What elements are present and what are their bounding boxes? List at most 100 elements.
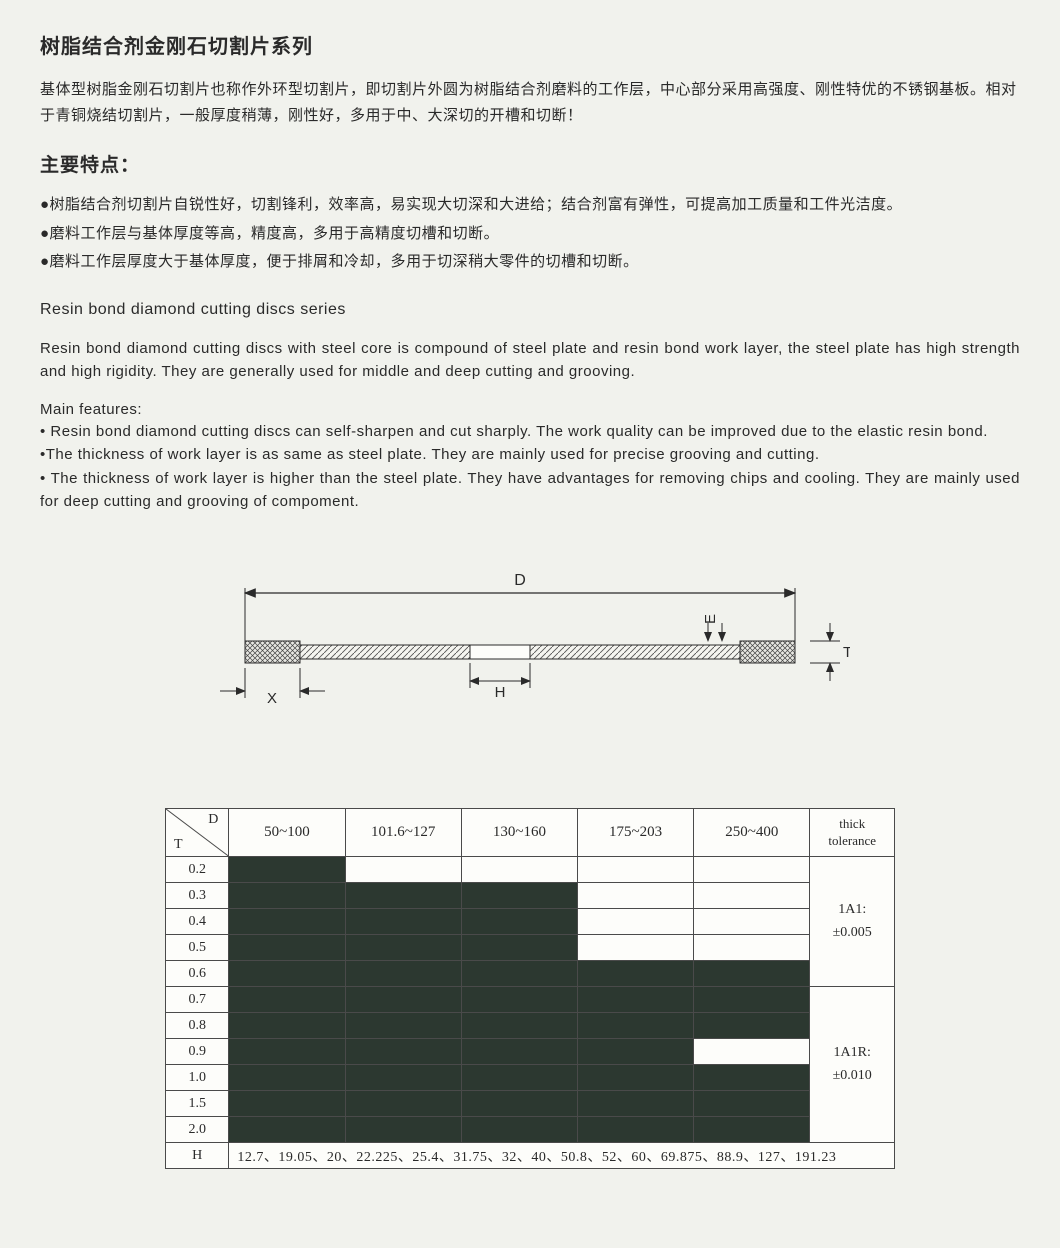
diagram-label-e: E [702, 614, 719, 624]
cell-filled [345, 987, 461, 1013]
t-value-10: 2.0 [166, 1117, 229, 1143]
h-label-cell: H [166, 1143, 229, 1169]
cell-filled [345, 961, 461, 987]
table-row: 0.9 [166, 1039, 895, 1065]
cell-filled [694, 1013, 810, 1039]
table-row: 0.2 1A1:±0.005 [166, 857, 895, 883]
feature-cn-2: ●磨料工作层与基体厚度等高，精度高，多用于高精度切槽和切断。 [40, 220, 1020, 249]
cell-filled [578, 1091, 694, 1117]
t-value-8: 1.0 [166, 1065, 229, 1091]
cell-filled [229, 1039, 345, 1065]
table-row: 0.3 [166, 883, 895, 909]
features-en: • Resin bond diamond cutting discs can s… [40, 420, 1020, 513]
cell-empty [578, 909, 694, 935]
cell-filled [694, 961, 810, 987]
cell-filled [229, 1065, 345, 1091]
t-value-0: 0.2 [166, 857, 229, 883]
cell-empty [694, 909, 810, 935]
subtitle-en: Main features: [40, 401, 1020, 418]
col-range-1: 101.6~127 [345, 809, 461, 857]
corner-d-label: D [208, 812, 218, 828]
table-row: 0.4 [166, 909, 895, 935]
cell-filled [694, 1117, 810, 1143]
spec-table: D T 50~100 101.6~127 130~160 175~203 250… [165, 808, 895, 1169]
cell-filled [345, 1117, 461, 1143]
cell-empty [578, 883, 694, 909]
cell-filled [461, 1117, 577, 1143]
cell-filled [694, 1091, 810, 1117]
table-header-row: D T 50~100 101.6~127 130~160 175~203 250… [166, 809, 895, 857]
diagram-label-d: D [514, 572, 526, 589]
intro-paragraph-cn: 基体型树脂金刚石切割片也称作外环型切割片，即切割片外圆为树脂结合剂磨料的工作层，… [40, 77, 1020, 128]
tolerance-cell-1a1: 1A1:±0.005 [810, 857, 895, 987]
cell-filled [229, 961, 345, 987]
cell-filled [578, 1039, 694, 1065]
features-cn: ●树脂结合剂切割片自锐性好，切割锋利，效率高，易实现大切深和大进给；结合剂富有弹… [40, 191, 1020, 277]
t-value-4: 0.6 [166, 961, 229, 987]
col-range-2: 130~160 [461, 809, 577, 857]
feature-en-2: •The thickness of work layer is as same … [40, 443, 1020, 466]
cell-filled [694, 1065, 810, 1091]
cell-filled [345, 1013, 461, 1039]
cell-filled [461, 935, 577, 961]
cell-filled [461, 1013, 577, 1039]
cell-filled [461, 909, 577, 935]
cell-filled [229, 1091, 345, 1117]
cell-filled [461, 883, 577, 909]
spec-table-container: D T 50~100 101.6~127 130~160 175~203 250… [165, 808, 895, 1169]
cell-filled [345, 883, 461, 909]
diagram-label-t: T [843, 644, 850, 661]
table-row: 1.5 [166, 1091, 895, 1117]
table-row: 2.0 [166, 1117, 895, 1143]
cell-filled [345, 1065, 461, 1091]
cell-filled [229, 935, 345, 961]
tolerance-cell-1a1r: 1A1R:±0.010 [810, 987, 895, 1143]
cell-filled [345, 1091, 461, 1117]
diagram-label-x: X [267, 690, 277, 707]
cell-filled [461, 987, 577, 1013]
cell-filled [578, 987, 694, 1013]
cell-filled [578, 961, 694, 987]
col-thick-header: thicktolerance [810, 809, 895, 857]
cell-filled [578, 1065, 694, 1091]
table-row: 0.5 [166, 935, 895, 961]
cell-filled [461, 1091, 577, 1117]
cell-empty [694, 1039, 810, 1065]
cell-filled [578, 1013, 694, 1039]
cell-empty [461, 857, 577, 883]
cell-filled [694, 987, 810, 1013]
table-row: 0.6 [166, 961, 895, 987]
cell-filled [229, 1117, 345, 1143]
cross-section-diagram: D E T H X [210, 563, 850, 728]
title-en: Resin bond diamond cutting discs series [40, 301, 1020, 319]
table-corner-cell: D T [166, 809, 229, 857]
cell-filled [229, 909, 345, 935]
cell-filled [345, 1039, 461, 1065]
cell-filled [578, 1117, 694, 1143]
table-row: 1.0 [166, 1065, 895, 1091]
title-cn: 树脂结合剂金刚石切割片系列 [40, 30, 1020, 59]
h-values-cell: 12.7、19.05、20、22.225、25.4、31.75、32、40、50… [229, 1143, 895, 1169]
cell-filled [461, 1039, 577, 1065]
t-value-6: 0.8 [166, 1013, 229, 1039]
t-value-1: 0.3 [166, 883, 229, 909]
col-range-0: 50~100 [229, 809, 345, 857]
cell-empty [578, 857, 694, 883]
table-row: 0.7 1A1R:±0.010 [166, 987, 895, 1013]
cell-empty [694, 857, 810, 883]
cell-filled [229, 1013, 345, 1039]
t-value-9: 1.5 [166, 1091, 229, 1117]
cell-filled [229, 857, 345, 883]
table-row: 0.8 [166, 1013, 895, 1039]
diagram-label-h: H [495, 684, 506, 701]
feature-cn-1: ●树脂结合剂切割片自锐性好，切割锋利，效率高，易实现大切深和大进给；结合剂富有弹… [40, 191, 1020, 220]
col-range-3: 175~203 [578, 809, 694, 857]
table-h-row: H 12.7、19.05、20、22.225、25.4、31.75、32、40、… [166, 1143, 895, 1169]
feature-cn-3: ●磨料工作层厚度大于基体厚度，便于排屑和冷却，多用于切深稍大零件的切槽和切断。 [40, 248, 1020, 277]
cell-filled [345, 935, 461, 961]
cell-empty [694, 935, 810, 961]
cell-filled [461, 1065, 577, 1091]
feature-en-3: • The thickness of work layer is higher … [40, 467, 1020, 514]
corner-t-label: T [174, 837, 183, 853]
cell-filled [461, 961, 577, 987]
